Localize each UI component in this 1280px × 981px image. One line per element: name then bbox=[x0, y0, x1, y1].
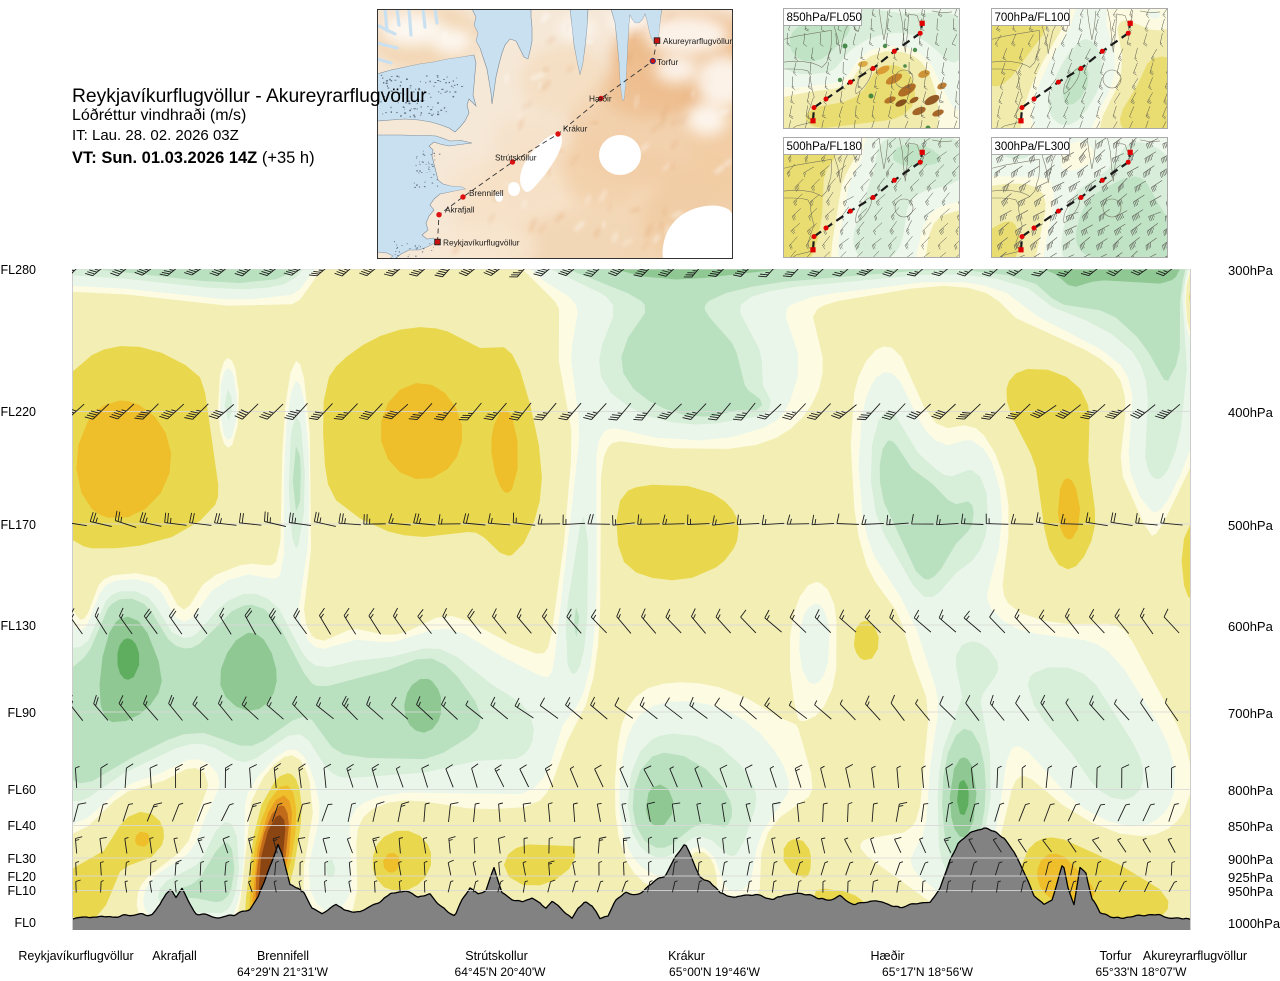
svg-text:700hPa/FL100: 700hPa/FL100 bbox=[995, 12, 1070, 24]
svg-text:Akrafjall: Akrafjall bbox=[445, 205, 475, 215]
svg-text:Akureyrarflugvöllur: Akureyrarflugvöllur bbox=[663, 36, 732, 46]
svg-text:Torfur: Torfur bbox=[657, 57, 678, 67]
svg-text:300hPa/FL300: 300hPa/FL300 bbox=[995, 141, 1070, 153]
svg-text:Krákur: Krákur bbox=[563, 124, 588, 134]
svg-text:850hPa/FL050: 850hPa/FL050 bbox=[787, 12, 862, 24]
svg-text:500hPa/FL180: 500hPa/FL180 bbox=[787, 141, 862, 153]
svg-text:Hæðir: Hæðir bbox=[589, 94, 612, 104]
svg-text:Strútskollur: Strútskollur bbox=[495, 153, 537, 163]
svg-text:Brennifell: Brennifell bbox=[469, 188, 504, 198]
svg-text:Reykjavíkurflugvöllur: Reykjavíkurflugvöllur bbox=[443, 238, 520, 248]
